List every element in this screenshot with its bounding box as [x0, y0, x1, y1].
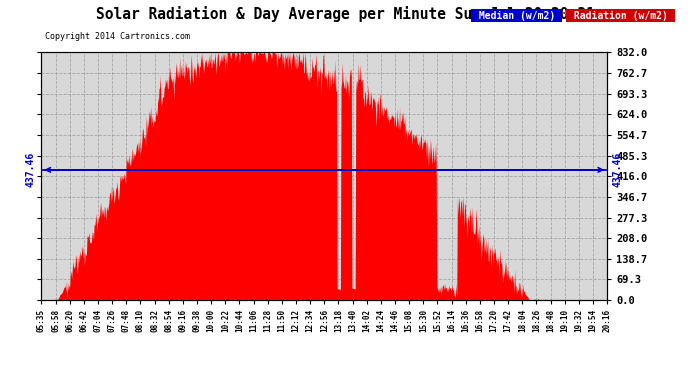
Text: Copyright 2014 Cartronics.com: Copyright 2014 Cartronics.com: [45, 32, 190, 41]
Text: 437.46: 437.46: [613, 152, 623, 188]
Text: 437.46: 437.46: [26, 152, 36, 188]
Text: Median (w/m2): Median (w/m2): [473, 10, 561, 21]
Text: Solar Radiation & Day Average per Minute Sun Jul 20 20:31: Solar Radiation & Day Average per Minute…: [96, 6, 594, 22]
Text: Radiation (w/m2): Radiation (w/m2): [568, 10, 673, 21]
